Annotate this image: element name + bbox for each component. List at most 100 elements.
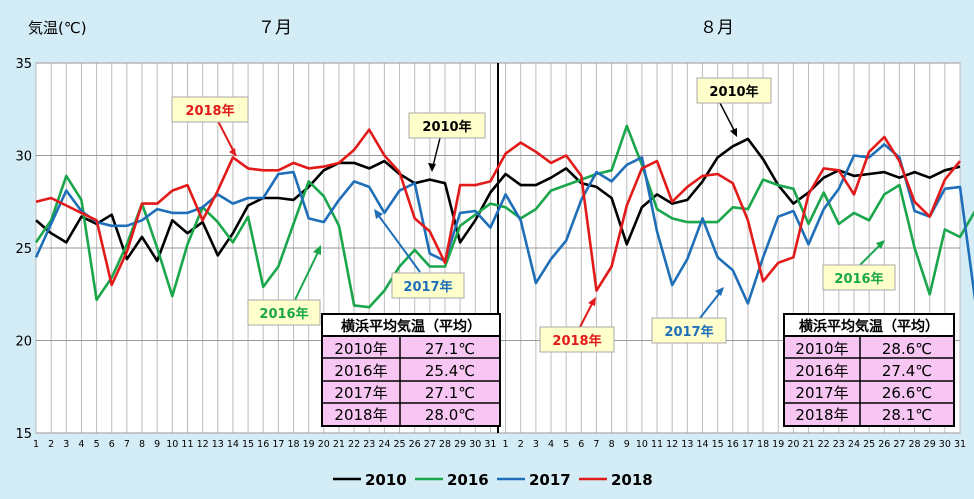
y-axis-title: 気温(℃) bbox=[28, 19, 87, 37]
x-tick-label: 14 bbox=[227, 439, 239, 450]
month-label-july: ７月 bbox=[258, 18, 292, 38]
x-tick-label: 22 bbox=[818, 439, 830, 450]
x-tick-label: 29 bbox=[454, 439, 466, 450]
x-tick-label: 29 bbox=[924, 439, 936, 450]
x-tick-label: 16 bbox=[727, 439, 739, 450]
table-year: 2016年 bbox=[334, 362, 387, 380]
x-tick-label: 26 bbox=[409, 439, 421, 450]
table-value: 28.6℃ bbox=[882, 340, 932, 358]
x-tick-label: 4 bbox=[78, 439, 84, 450]
legend-label-2016: 2016 bbox=[447, 471, 489, 489]
table-value: 27.1℃ bbox=[425, 340, 475, 358]
y-tick-label: 15 bbox=[15, 427, 32, 442]
series-line-2017 bbox=[34, 143, 974, 305]
legend-label-2017: 2017 bbox=[529, 471, 571, 489]
x-tick-label: 1 bbox=[503, 439, 509, 450]
x-tick-label: 25 bbox=[863, 439, 875, 450]
x-tick-label: 16 bbox=[257, 439, 269, 450]
x-tick-label: 6 bbox=[578, 439, 584, 450]
x-tick-label: 11 bbox=[181, 439, 193, 450]
x-tick-label: 27 bbox=[893, 439, 905, 450]
table-year: 2018年 bbox=[795, 406, 848, 424]
x-tick-label: 28 bbox=[909, 439, 921, 450]
table-year: 2017年 bbox=[334, 384, 387, 402]
month-label-august: ８月 bbox=[700, 18, 734, 38]
average-table-july: 横浜平均気温（平均） 2010年 27.1℃ 2016年 25.4℃ 2017年… bbox=[321, 313, 501, 427]
table-year: 2010年 bbox=[334, 340, 387, 358]
legend: 2010 2016 2017 2018 bbox=[333, 471, 653, 489]
x-tick-label: 2 bbox=[48, 439, 54, 450]
callout-jul-2016: 2016年 bbox=[247, 245, 321, 326]
callout-label: 2018年 bbox=[552, 333, 601, 349]
y-tick-label: 30 bbox=[15, 150, 32, 165]
x-tick-label: 4 bbox=[548, 439, 554, 450]
table-value: 26.6℃ bbox=[882, 384, 932, 402]
x-tick-label: 7 bbox=[593, 439, 599, 450]
x-tick-label: 7 bbox=[124, 439, 130, 450]
table-year: 2016年 bbox=[795, 362, 848, 380]
table-year: 2010年 bbox=[795, 340, 848, 358]
x-tick-label: 30 bbox=[939, 439, 951, 450]
x-tick-label: 19 bbox=[772, 439, 784, 450]
x-tick-label: 25 bbox=[393, 439, 405, 450]
x-tick-label: 6 bbox=[109, 439, 115, 450]
callout-label: 2016年 bbox=[259, 306, 308, 322]
y-tick-label: 20 bbox=[15, 335, 32, 350]
x-tick-label: 21 bbox=[333, 439, 345, 450]
x-tick-label: 13 bbox=[212, 439, 224, 450]
x-tick-label: 3 bbox=[533, 439, 539, 450]
x-tick-label: 31 bbox=[484, 439, 496, 450]
x-tick-label: 3 bbox=[63, 439, 69, 450]
x-tick-label: 18 bbox=[287, 439, 299, 450]
x-tick-label: 1 bbox=[33, 439, 39, 450]
x-tick-label: 24 bbox=[378, 439, 390, 450]
table-title: 横浜平均気温（平均） bbox=[341, 318, 481, 335]
x-tick-label: 26 bbox=[878, 439, 890, 450]
x-tick-label: 9 bbox=[154, 439, 160, 450]
x-tick-label: 28 bbox=[439, 439, 451, 450]
table-year: 2017年 bbox=[795, 384, 848, 402]
callout-aug-2016: 2016年 bbox=[822, 240, 896, 291]
legend-label-2018: 2018 bbox=[611, 471, 653, 489]
x-tick-label: 12 bbox=[197, 439, 209, 450]
callout-jul-2010: 2010年 bbox=[408, 112, 486, 172]
table-value: 27.1℃ bbox=[425, 384, 475, 402]
x-tick-label: 24 bbox=[848, 439, 860, 450]
x-tick-label: 8 bbox=[609, 439, 615, 450]
x-tick-label: 17 bbox=[272, 439, 284, 450]
average-table-august: 横浜平均気温（平均） 2010年 28.6℃ 2016年 27.4℃ 2017年… bbox=[783, 313, 955, 427]
x-tick-label: 15 bbox=[712, 439, 724, 450]
x-tick-label: 2 bbox=[518, 439, 524, 450]
x-tick-label: 23 bbox=[363, 439, 375, 450]
table-year: 2018年 bbox=[334, 406, 387, 424]
series-line-2018 bbox=[35, 128, 962, 292]
table-value: 25.4℃ bbox=[425, 362, 475, 380]
x-tick-label: 20 bbox=[787, 439, 799, 450]
table-value: 28.1℃ bbox=[882, 406, 932, 424]
x-tick-label: 27 bbox=[424, 439, 436, 450]
x-tick-label: 10 bbox=[166, 439, 178, 450]
callout-label: 2017年 bbox=[664, 324, 713, 340]
callout-label: 2018年 bbox=[185, 103, 234, 119]
x-tick-label: 10 bbox=[636, 439, 648, 450]
x-tick-label: 11 bbox=[651, 439, 663, 450]
callout-jul-2017: 2017年 bbox=[374, 209, 465, 299]
x-tick-label: 21 bbox=[802, 439, 814, 450]
callout-aug-2010: 2010年 bbox=[696, 77, 772, 137]
table-title: 横浜平均気温（平均） bbox=[799, 318, 939, 335]
series-line-2016 bbox=[34, 124, 974, 309]
x-tick-label: 15 bbox=[242, 439, 254, 450]
table-value: 28.0℃ bbox=[425, 406, 475, 424]
x-tick-label: 18 bbox=[757, 439, 769, 450]
callout-aug-2018: 2018年 bbox=[539, 297, 615, 353]
x-tick-label: 8 bbox=[139, 439, 145, 450]
callout-label: 2010年 bbox=[422, 119, 471, 135]
callout-label: 2016年 bbox=[834, 271, 883, 287]
y-tick-label: 25 bbox=[15, 242, 32, 257]
callout-aug-2017: 2017年 bbox=[651, 287, 727, 344]
x-tick-label: 20 bbox=[318, 439, 330, 450]
x-tick-label: 22 bbox=[348, 439, 360, 450]
series-lines bbox=[34, 124, 974, 309]
